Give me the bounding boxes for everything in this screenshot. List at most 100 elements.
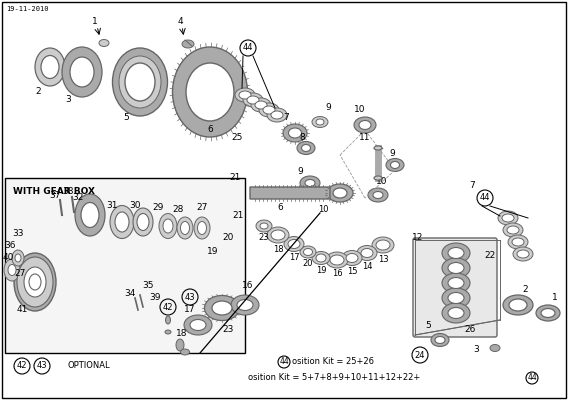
Ellipse shape bbox=[239, 91, 251, 99]
Text: 17: 17 bbox=[184, 306, 196, 314]
Ellipse shape bbox=[354, 117, 376, 133]
Ellipse shape bbox=[327, 184, 353, 202]
Text: 42: 42 bbox=[163, 302, 173, 312]
Text: 44: 44 bbox=[279, 358, 289, 366]
Text: 43: 43 bbox=[37, 362, 47, 370]
Ellipse shape bbox=[267, 227, 289, 243]
Text: 5: 5 bbox=[425, 320, 431, 330]
Ellipse shape bbox=[442, 303, 470, 323]
Text: 34: 34 bbox=[124, 288, 136, 298]
Text: 25: 25 bbox=[231, 132, 243, 142]
Text: 5: 5 bbox=[123, 114, 129, 122]
Text: 12: 12 bbox=[412, 232, 424, 242]
Ellipse shape bbox=[289, 128, 302, 138]
Ellipse shape bbox=[163, 219, 173, 233]
Bar bbox=[5, 178, 245, 353]
Ellipse shape bbox=[190, 320, 206, 330]
Ellipse shape bbox=[256, 220, 272, 232]
Ellipse shape bbox=[260, 223, 268, 229]
Ellipse shape bbox=[271, 111, 283, 119]
Ellipse shape bbox=[442, 258, 470, 278]
Text: 30: 30 bbox=[130, 200, 141, 210]
Ellipse shape bbox=[22, 264, 48, 300]
Ellipse shape bbox=[24, 267, 46, 297]
Ellipse shape bbox=[35, 48, 65, 86]
Ellipse shape bbox=[361, 248, 373, 258]
Text: 32: 32 bbox=[72, 192, 83, 202]
Ellipse shape bbox=[284, 236, 304, 252]
Text: 42: 42 bbox=[16, 362, 27, 370]
Text: WITH GEAR BOX: WITH GEAR BOX bbox=[13, 187, 95, 196]
Ellipse shape bbox=[442, 288, 470, 308]
Text: 43: 43 bbox=[185, 292, 195, 302]
Ellipse shape bbox=[15, 254, 21, 262]
Ellipse shape bbox=[303, 248, 312, 256]
Ellipse shape bbox=[448, 248, 464, 258]
Text: 2: 2 bbox=[522, 286, 528, 294]
Text: 21: 21 bbox=[229, 174, 241, 182]
Ellipse shape bbox=[357, 246, 377, 260]
Text: osition Kit = 5+7+8+9+10+11+12+22+: osition Kit = 5+7+8+9+10+11+12+22+ bbox=[248, 374, 420, 382]
Text: 27: 27 bbox=[197, 204, 208, 212]
Ellipse shape bbox=[503, 223, 523, 237]
Ellipse shape bbox=[508, 235, 528, 249]
Text: 18: 18 bbox=[176, 328, 188, 338]
Text: 14: 14 bbox=[362, 262, 372, 271]
Text: 19: 19 bbox=[207, 248, 219, 256]
Ellipse shape bbox=[376, 240, 390, 250]
Ellipse shape bbox=[517, 250, 529, 258]
Text: 9: 9 bbox=[389, 148, 395, 158]
Ellipse shape bbox=[125, 63, 155, 101]
Ellipse shape bbox=[512, 238, 524, 246]
Ellipse shape bbox=[442, 243, 470, 263]
Ellipse shape bbox=[448, 262, 464, 274]
Text: 10: 10 bbox=[376, 178, 388, 186]
Ellipse shape bbox=[442, 273, 470, 293]
Text: 11: 11 bbox=[359, 134, 371, 142]
Ellipse shape bbox=[62, 47, 102, 97]
Ellipse shape bbox=[194, 217, 210, 239]
Ellipse shape bbox=[119, 56, 161, 108]
Text: 44: 44 bbox=[527, 374, 537, 382]
Ellipse shape bbox=[267, 108, 287, 122]
Ellipse shape bbox=[115, 212, 129, 232]
Ellipse shape bbox=[75, 194, 105, 236]
Text: 35: 35 bbox=[142, 280, 154, 290]
Ellipse shape bbox=[41, 56, 59, 78]
Ellipse shape bbox=[300, 176, 320, 190]
Ellipse shape bbox=[431, 334, 449, 346]
Text: 10: 10 bbox=[354, 106, 366, 114]
Ellipse shape bbox=[112, 48, 168, 116]
Ellipse shape bbox=[181, 222, 190, 234]
Text: 6: 6 bbox=[207, 126, 213, 134]
Ellipse shape bbox=[448, 278, 464, 288]
Ellipse shape bbox=[513, 247, 533, 261]
Text: 7: 7 bbox=[283, 114, 289, 122]
Ellipse shape bbox=[165, 316, 170, 324]
Ellipse shape bbox=[346, 254, 358, 262]
Ellipse shape bbox=[263, 106, 275, 114]
Text: 22: 22 bbox=[485, 250, 496, 260]
Ellipse shape bbox=[8, 264, 16, 276]
Text: 38: 38 bbox=[62, 188, 74, 196]
Ellipse shape bbox=[333, 188, 347, 198]
Ellipse shape bbox=[133, 208, 153, 236]
Text: 3: 3 bbox=[65, 96, 71, 104]
Ellipse shape bbox=[177, 217, 193, 239]
Ellipse shape bbox=[259, 103, 279, 117]
Text: 9: 9 bbox=[325, 104, 331, 112]
Text: 19-11-2010: 19-11-2010 bbox=[6, 6, 48, 12]
Ellipse shape bbox=[507, 226, 519, 234]
Text: 29: 29 bbox=[152, 204, 164, 212]
Ellipse shape bbox=[330, 255, 344, 265]
Ellipse shape bbox=[212, 301, 232, 315]
Ellipse shape bbox=[204, 296, 240, 320]
Ellipse shape bbox=[374, 146, 382, 150]
Text: 15: 15 bbox=[346, 267, 357, 276]
Ellipse shape bbox=[498, 211, 518, 225]
Text: 40: 40 bbox=[2, 252, 14, 262]
Text: 9: 9 bbox=[297, 168, 303, 176]
Ellipse shape bbox=[4, 259, 20, 281]
Ellipse shape bbox=[255, 101, 267, 109]
Ellipse shape bbox=[165, 330, 171, 334]
